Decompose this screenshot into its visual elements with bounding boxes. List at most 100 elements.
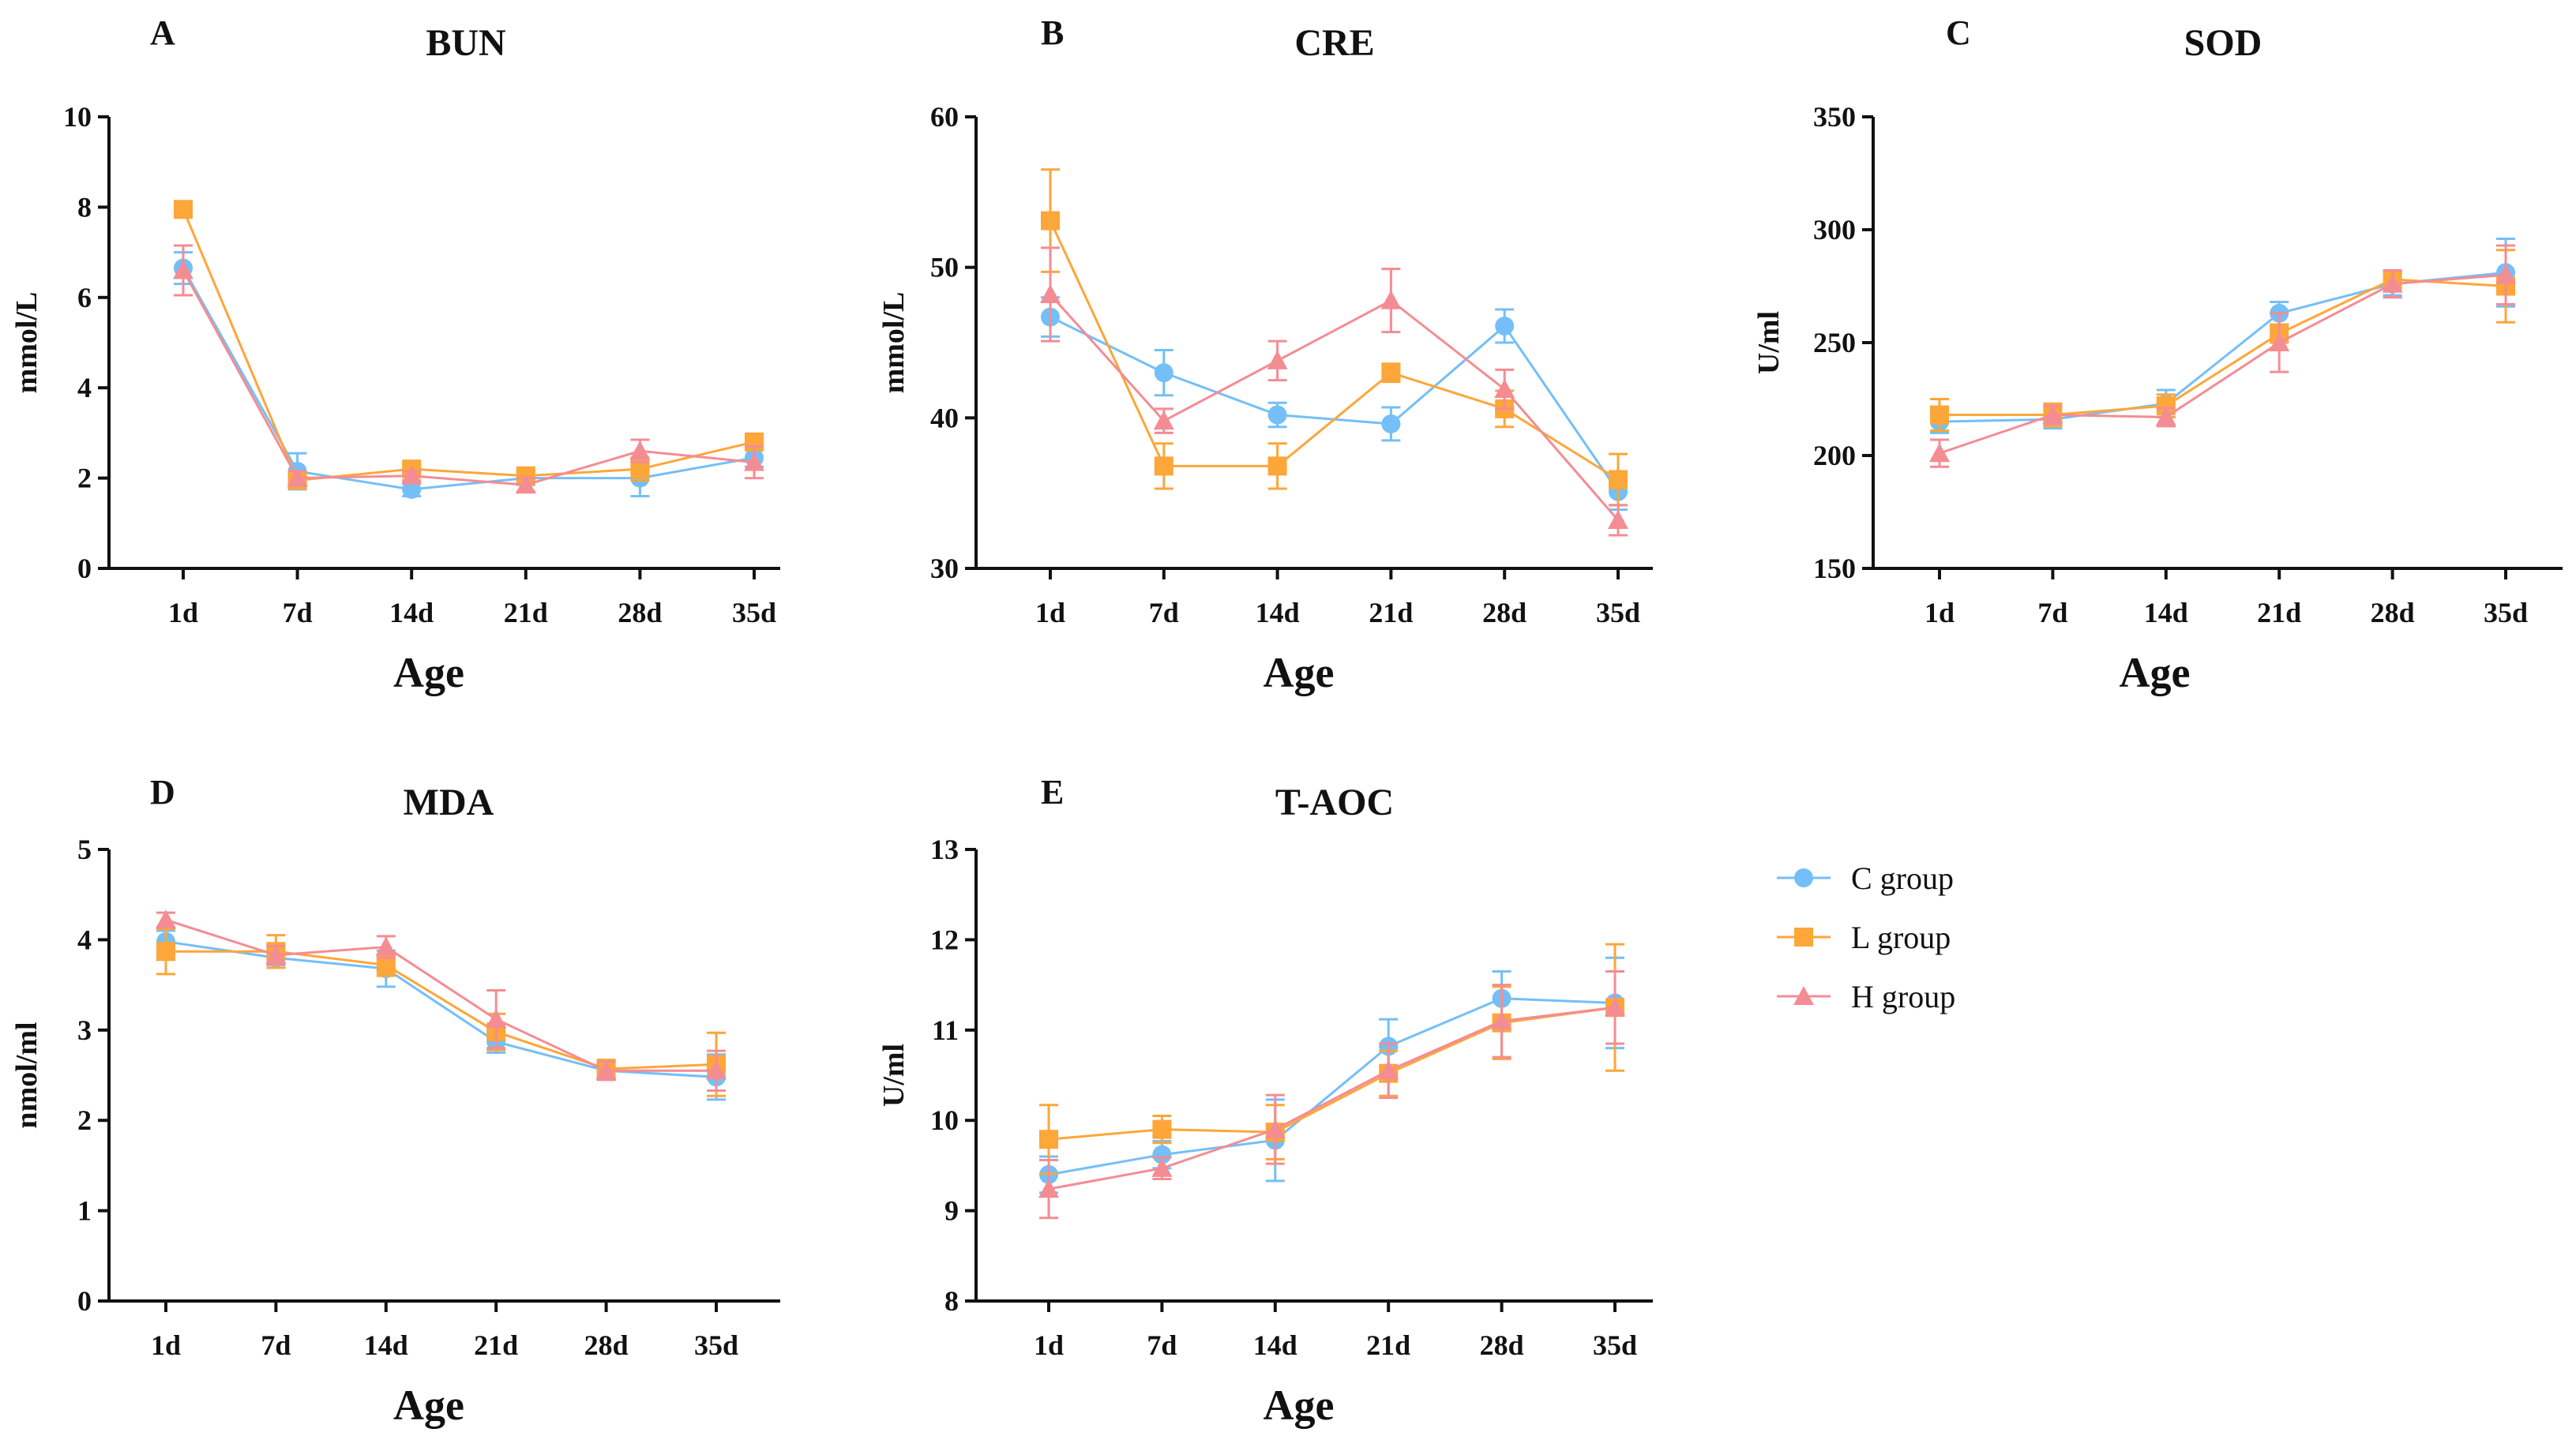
y-axis-title: U/ml	[1752, 311, 1786, 374]
y-tick-label: 0	[77, 553, 92, 584]
legend-item-c: C group	[1777, 860, 1954, 896]
x-tick-label: 28d	[584, 1329, 629, 1361]
data-point	[1152, 1119, 1172, 1139]
data-point	[1038, 1179, 1059, 1198]
data-point	[1605, 997, 1625, 1017]
data-point	[2155, 407, 2176, 426]
x-tick-label: 14d	[364, 1329, 408, 1361]
x-tick-label: 1d	[151, 1329, 181, 1361]
series-line	[166, 950, 717, 1070]
y-axis-title: mmol/L	[10, 292, 43, 394]
series-line	[1048, 1006, 1616, 1190]
series-c	[1930, 237, 2515, 434]
panel-d: D MDA 0 1 2 3 4 5 1d 7d 14d 21d 28d 35d Age nmol/ml	[10, 773, 780, 1429]
data-point	[2269, 332, 2290, 352]
chart-title: SOD	[2184, 22, 2262, 64]
x-tick-label: 1d	[168, 597, 198, 628]
series-line	[1048, 997, 1616, 1176]
panel-letter: A	[150, 13, 175, 52]
series-l	[1039, 943, 1624, 1175]
y-axis-title: nmol/ml	[10, 1022, 43, 1128]
x-axis-title: Age	[1264, 1382, 1335, 1429]
panel-letter: B	[1041, 13, 1064, 52]
data-point	[1264, 1119, 1286, 1138]
data-point	[1609, 470, 1628, 489]
data-point	[1039, 1130, 1058, 1149]
data-point	[1495, 317, 1515, 336]
panel-c: C SOD 150 200 250 300 350 1d 7d 14d 21d 28d 35d Age U/…	[1752, 13, 2563, 696]
y-axis-title: U/ml	[877, 1044, 911, 1107]
series-line	[1939, 273, 2507, 455]
x-axis-title: Age	[393, 1382, 464, 1429]
chart-title: BUN	[426, 22, 506, 64]
panel-e: E T-AOC 8 9 10 11 12 13 1d 7d 14d 21d 28d 35d Age U/ml	[877, 773, 1653, 1429]
y-tick-label: 350	[1813, 101, 1856, 133]
chart-title: MDA	[404, 782, 494, 823]
data-point	[1041, 211, 1060, 231]
x-tick-label: 21d	[1369, 597, 1413, 628]
series-line	[182, 267, 755, 491]
data-point	[1381, 414, 1401, 433]
x-tick-label: 1d	[1034, 1329, 1064, 1361]
y-tick-label: 9	[944, 1195, 959, 1227]
x-tick-label: 21d	[504, 597, 548, 628]
legend: C group L group H group	[1777, 860, 1955, 1014]
x-tick-label: 35d	[1593, 1329, 1637, 1361]
x-tick-label: 28d	[1482, 597, 1526, 628]
x-tick-label: 21d	[1366, 1329, 1410, 1361]
data-point	[156, 909, 176, 929]
panel-b: B CRE 30 40 50 60 1d 7d 14d 21d 28d 35d Age mmol/L	[877, 13, 1653, 696]
data-point	[1930, 405, 1949, 425]
data-point	[629, 441, 651, 460]
data-point	[1378, 1060, 1399, 1080]
y-tick-label: 3	[77, 1014, 92, 1046]
series-h	[1929, 244, 2516, 468]
x-tick-label: 7d	[1149, 597, 1179, 628]
data-point	[595, 1060, 617, 1080]
data-point	[1608, 509, 1628, 530]
y-tick-label: 50	[930, 252, 959, 283]
data-point	[1153, 411, 1174, 430]
y-tick-label: 30	[930, 553, 959, 584]
legend-label: C group	[1851, 860, 1954, 896]
x-tick-label: 7d	[1147, 1329, 1177, 1361]
y-axis-title: mmol/L	[877, 292, 911, 394]
data-point	[287, 467, 308, 487]
panel-letter: E	[1041, 773, 1064, 812]
data-point	[1494, 379, 1515, 399]
legend-label: L group	[1851, 920, 1951, 955]
x-tick-label: 35d	[694, 1329, 738, 1361]
data-point	[706, 1060, 727, 1080]
series-h	[173, 244, 764, 494]
data-point	[1152, 1145, 1172, 1164]
x-axis-title: Age	[393, 649, 464, 696]
series-l	[174, 200, 764, 490]
data-point	[1491, 1010, 1512, 1030]
series-line	[165, 918, 716, 1072]
data-point	[1040, 283, 1061, 304]
y-tick-label: 60	[930, 101, 959, 133]
series-line	[165, 940, 717, 1078]
data-point	[2382, 273, 2403, 293]
data-point	[2156, 396, 2176, 416]
x-tick-label: 1d	[1035, 597, 1065, 628]
data-point	[1154, 456, 1173, 476]
y-tick-label: 5	[77, 834, 92, 865]
x-tick-label: 28d	[618, 597, 662, 628]
y-tick-label: 8	[944, 1285, 959, 1317]
legend-marker	[1793, 986, 1814, 1006]
data-point	[2042, 404, 2063, 424]
x-tick-label: 7d	[261, 1329, 291, 1361]
y-tick-label: 8	[77, 191, 92, 223]
y-tick-label: 11	[932, 1014, 959, 1046]
data-point	[174, 200, 193, 219]
x-tick-label: 35d	[732, 597, 776, 628]
y-tick-label: 4	[77, 372, 92, 403]
y-tick-label: 1	[77, 1195, 92, 1227]
data-point	[515, 474, 536, 494]
data-point	[744, 452, 764, 471]
legend-item-l: L group	[1777, 920, 1951, 955]
data-point	[173, 260, 193, 279]
legend-item-h: H group	[1777, 979, 1955, 1014]
data-point	[1154, 363, 1173, 383]
